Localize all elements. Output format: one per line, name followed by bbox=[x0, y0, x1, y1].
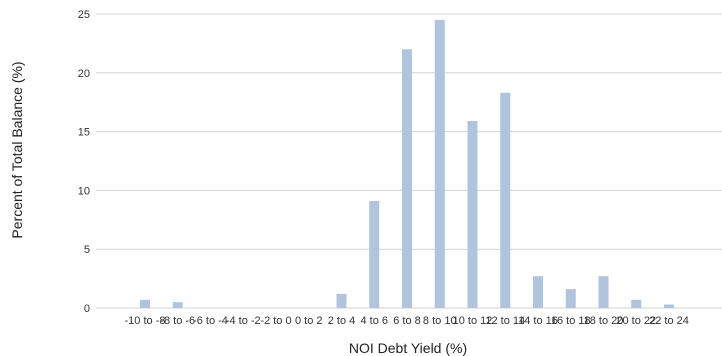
y-axis-ticks: 0 5 10 15 20 25 bbox=[78, 9, 90, 315]
y-tick-label: 25 bbox=[78, 9, 90, 21]
y-tick-label: 5 bbox=[84, 244, 90, 256]
bar-12 bbox=[533, 276, 543, 308]
bar-8 bbox=[402, 49, 412, 308]
bar-16 bbox=[664, 304, 674, 308]
x-tick-label: 16 to 18 bbox=[551, 315, 591, 327]
x-tick-label: 18 to 20 bbox=[584, 315, 624, 327]
bar-7 bbox=[369, 200, 380, 308]
x-tick-label: -4 to -2 bbox=[226, 315, 261, 327]
bar-1 bbox=[172, 302, 183, 308]
y-axis-title: Percent of Total Balance (%) bbox=[9, 61, 25, 238]
bar-0 bbox=[140, 299, 150, 308]
x-tick-label: 0 to 2 bbox=[295, 315, 323, 327]
y-tick-label: 10 bbox=[78, 185, 90, 197]
x-tick-label: -10 to -8 bbox=[125, 315, 166, 327]
bar-14 bbox=[598, 276, 609, 308]
y-tick-label: 15 bbox=[78, 127, 90, 139]
x-tick-label: -2 to 0 bbox=[260, 315, 291, 327]
x-tick-label: -8 to -6 bbox=[160, 315, 195, 327]
bar-13 bbox=[565, 289, 576, 308]
x-axis-title: NOI Debt Yield (%) bbox=[349, 340, 467, 356]
y-tick-label: 0 bbox=[84, 303, 90, 315]
bar-6 bbox=[336, 293, 347, 308]
bars bbox=[140, 19, 674, 309]
bar-11 bbox=[500, 92, 511, 309]
x-tick-label: 20 to 22 bbox=[616, 315, 656, 327]
x-tick-label: 6 to 8 bbox=[393, 315, 421, 327]
x-tick-label: 4 to 6 bbox=[360, 315, 388, 327]
bar-10 bbox=[467, 121, 478, 309]
x-tick-label: -6 to -4 bbox=[193, 315, 228, 327]
x-tick-label: 2 to 4 bbox=[328, 315, 356, 327]
bar-9 bbox=[434, 19, 445, 308]
x-tick-label: 22 to 24 bbox=[649, 315, 689, 327]
x-tick-label: 14 to 16 bbox=[518, 315, 558, 327]
x-tick-label: 8 to 10 bbox=[423, 315, 457, 327]
x-tick-label: 12 to 14 bbox=[485, 315, 525, 327]
x-axis-ticks: -10 to -8-8 to -6-6 to -4-4 to -2 -2 to 0… bbox=[125, 315, 689, 327]
y-tick-label: 20 bbox=[78, 68, 90, 80]
bar-15 bbox=[631, 299, 642, 308]
x-tick-label: 10 to 12 bbox=[453, 315, 493, 327]
